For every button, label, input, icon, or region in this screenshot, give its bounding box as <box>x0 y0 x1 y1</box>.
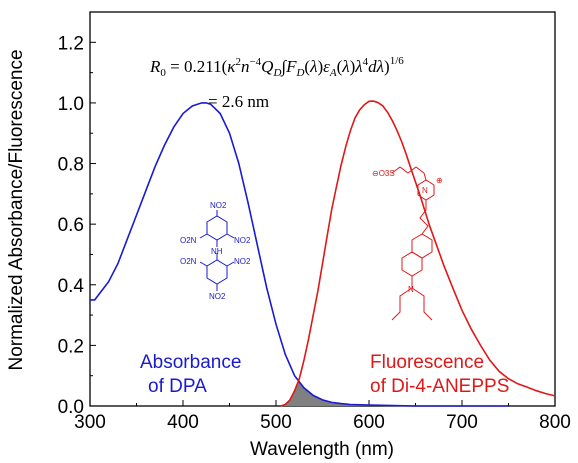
anepps-sulfonate: ⊖O3S <box>372 169 395 178</box>
absorbance-label: Absorbance <box>140 352 241 373</box>
anepps-structure-drawing <box>391 166 435 321</box>
dpa-o2n-left-upper: O2N <box>180 236 197 245</box>
x-tick-label: 500 <box>260 412 292 433</box>
absorbance-label-sub: of DPA <box>148 376 207 397</box>
x-axis-title: Wavelength (nm) <box>250 439 394 460</box>
dpa-structure-labels: NO2 O2N NO2 NH O2N NO2 NO2 <box>180 201 251 301</box>
anepps-charge: ⊕ <box>436 176 443 185</box>
dpa-no2-right-lower: NO2 <box>234 257 251 266</box>
x-tick-label: 300 <box>74 412 106 433</box>
x-tick-label: 600 <box>353 412 385 433</box>
y-tick-label: 0.8 <box>58 155 84 176</box>
fluorescence-label-sub: of Di-4-ANEPPS <box>370 376 509 397</box>
forster-radius-formula: R0 = 0.211(κ2n−4QD∫FD(λ)εA(λ)λ4dλ)1/6 = … <box>149 55 404 111</box>
fluorescence-series-line <box>280 100 556 407</box>
x-tick-label: 800 <box>539 412 571 433</box>
svg-text:R0 = 0.211(κ2n−4QD∫FD(λ)εA(λ)λ: R0 = 0.211(κ2n−4QD∫FD(λ)εA(λ)λ4dλ)1/6 <box>149 55 404 79</box>
dpa-no2-right-upper: NO2 <box>234 236 251 245</box>
dpa-no2-bottom: NO2 <box>209 292 226 301</box>
y-tick-label: 1.2 <box>58 33 84 54</box>
spectral-overlap-area <box>280 381 509 406</box>
dpa-structure-drawing <box>199 210 235 291</box>
dpa-nh: NH <box>211 247 223 256</box>
absorbance-series-line <box>90 102 509 407</box>
y-tick-label: 1.0 <box>58 94 84 115</box>
y-tick-label: 0.6 <box>58 215 84 236</box>
y-tick-label: 0.4 <box>58 276 85 297</box>
anepps-structure-labels: ⊖O3S N ⊕ N <box>372 169 443 294</box>
forster-radius-value: = 2.6 nm <box>208 92 269 111</box>
x-tick-label: 700 <box>446 412 478 433</box>
y-tick-label: 0.0 <box>58 397 84 418</box>
anepps-amine-n: N <box>408 285 414 294</box>
fluorescence-label: Fluorescence <box>370 352 484 373</box>
series-group <box>90 100 556 407</box>
y-axis-ticks: 0.0 0.2 0.4 0.6 0.8 1.0 1.2 <box>58 11 96 418</box>
anepps-pyridinium-n: N <box>422 186 428 195</box>
y-axis-title: Normalized Absorbance/Fluorescence <box>6 49 27 370</box>
x-tick-label: 400 <box>167 412 199 433</box>
dpa-no2-top: NO2 <box>210 201 227 210</box>
y-tick-label: 0.2 <box>58 336 84 357</box>
dpa-o2n-left-lower: O2N <box>180 257 197 266</box>
